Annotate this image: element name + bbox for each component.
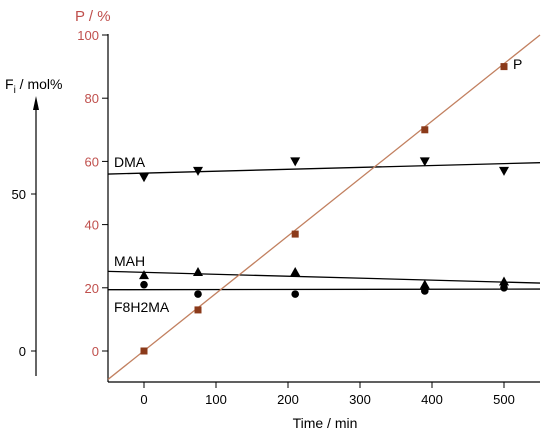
point-f8h2ma-0	[140, 280, 148, 289]
fit-line-p	[107, 34, 541, 380]
fit-line-mah	[107, 270, 541, 284]
left-axis-title-subscript: i	[14, 85, 16, 96]
point-p-2	[291, 230, 299, 238]
x-axis-title: Time / min	[293, 415, 358, 431]
p-axis-tick-label-100: 100	[77, 28, 99, 43]
left-axis-arrow	[33, 96, 39, 110]
point-mah-2	[290, 267, 301, 276]
series-label-f8h2ma: F8H2MA	[114, 299, 170, 315]
point-mah-0	[139, 270, 149, 280]
x-axis-tick-label-300: 300	[349, 392, 371, 407]
point-f8h2ma-4	[500, 284, 508, 292]
x-axis-tick-label-100: 100	[205, 392, 227, 407]
fit-line-f8h2ma	[107, 288, 541, 291]
x-axis-tick-label-500: 500	[493, 392, 515, 407]
data-markers	[139, 63, 509, 355]
point-dma-4	[499, 166, 509, 176]
point-p-3	[421, 126, 429, 134]
p-axis-title: P / %	[75, 8, 111, 25]
left-axis-title: Fi / mol%	[5, 76, 62, 96]
p-axis-tick-label-0: 0	[92, 344, 99, 359]
point-mah-4	[499, 276, 509, 286]
point-dma-3	[419, 157, 430, 167]
fit-line-dma	[107, 162, 541, 175]
x-axis-ticks: 0 100 200 300 400 500	[140, 382, 515, 407]
point-dma-1	[193, 166, 203, 176]
series-label-mah: MAH	[114, 253, 145, 269]
point-f8h2ma-2	[291, 290, 300, 298]
p-axis-tick-label-20: 20	[85, 281, 99, 296]
p-axis-ticks: 0 20 40 60 80 100	[77, 28, 108, 359]
point-p-4	[500, 63, 508, 71]
point-mah-3	[419, 279, 430, 289]
left-axis-tick-label-50: 50	[12, 187, 26, 202]
point-dma-0	[139, 173, 149, 183]
p-axis-tick-label-80: 80	[85, 91, 99, 106]
point-p-0	[140, 347, 148, 355]
series-label-p: P	[513, 56, 522, 72]
left-axis-title-unit: / mol%	[16, 76, 63, 92]
series-label-dma: DMA	[114, 154, 146, 170]
point-dma-2	[290, 157, 301, 167]
left-axis-tick-label-0: 0	[19, 344, 26, 359]
x-axis-tick-label-400: 400	[421, 392, 443, 407]
series-labels: DMA MAH F8H2MA P	[114, 56, 522, 315]
point-mah-1	[193, 267, 203, 276]
fit-lines	[107, 34, 541, 380]
x-axis: 0 100 200 300 400 500 Time / min	[108, 381, 540, 431]
point-f8h2ma-1	[194, 290, 202, 298]
p-axis-tick-label-60: 60	[85, 154, 99, 169]
left-axis: 50 0 Fi / mol%	[5, 76, 62, 376]
point-f8h2ma-3	[421, 287, 429, 295]
p-axis: P / % 0 20 40 60 80 100	[75, 8, 111, 382]
x-axis-tick-label-200: 200	[277, 392, 299, 407]
x-axis-tick-label-0: 0	[140, 392, 147, 407]
p-axis-tick-label-40: 40	[85, 218, 99, 233]
point-p-1	[194, 306, 202, 314]
left-axis-title-main: F	[5, 76, 14, 92]
